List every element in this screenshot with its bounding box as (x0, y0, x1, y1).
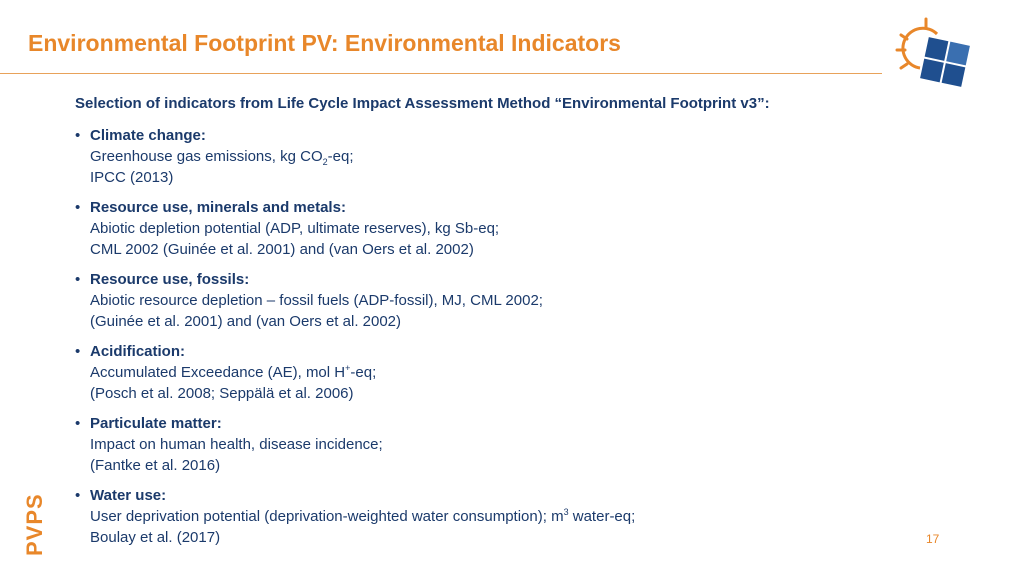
indicator-heading: Climate change: (90, 127, 206, 144)
indicator-description: Greenhouse gas emissions, kg CO2-eq; (90, 148, 354, 167)
indicator-description: Abiotic resource depletion – fossil fuel… (90, 292, 543, 309)
indicator-minerals-metals: • Resource use, minerals and metals: Abi… (75, 197, 635, 269)
bullet-marker: • (75, 487, 81, 504)
indicator-heading: Acidification: (90, 343, 186, 360)
slide-title: Environmental Footprint PV: Environmenta… (28, 30, 621, 56)
indicator-fossils: • Resource use, fossils: Abiotic resourc… (75, 269, 635, 341)
indicator-description: Accumulated Exceedance (AE), mol H+-eq; (90, 363, 377, 382)
indicator-description: Impact on human health, disease incidenc… (90, 436, 383, 453)
indicator-description: Abiotic depletion potential (ADP, ultima… (90, 220, 500, 237)
indicator-particulate-matter: • Particulate matter: Impact on human he… (75, 413, 635, 485)
bullet-marker: • (75, 343, 81, 360)
sun-arc (901, 26, 939, 70)
indicator-climate-change: • Climate change: Greenhouse gas emissio… (75, 125, 635, 197)
indicator-reference: CML 2002 (Guinée et al. 2001) and (van O… (90, 241, 474, 258)
indicator-reference: Boulay et al. (2017) (90, 529, 221, 546)
indicator-water-use: • Water use: User deprivation potential … (75, 485, 635, 557)
bullet-marker: • (75, 271, 81, 288)
bullet-marker: • (75, 415, 81, 432)
indicator-reference: (Guinée et al. 2001) and (van Oers et al… (90, 313, 402, 330)
title-divider (0, 73, 882, 74)
sun-solar-panel-logo-icon (895, 17, 970, 87)
indicator-description: User deprivation potential (deprivation-… (90, 507, 636, 526)
indicator-list: • Climate change: Greenhouse gas emissio… (75, 125, 635, 557)
indicator-reference: (Fantke et al. 2016) (90, 457, 221, 474)
indicator-heading: Resource use, fossils: (90, 271, 250, 288)
bullet-marker: • (75, 199, 81, 216)
indicator-reference: (Posch et al. 2008; Seppälä et al. 2006) (90, 385, 354, 402)
pvps-side-label: PVPS (22, 493, 47, 556)
indicator-reference: IPCC (2013) (90, 169, 174, 186)
solar-panel (920, 37, 970, 87)
indicator-acidification: • Acidification: Accumulated Exceedance … (75, 341, 635, 413)
indicator-heading: Particulate matter: (90, 415, 222, 432)
bullet-marker: • (75, 127, 81, 144)
sun-rays (895, 17, 928, 70)
slide-subtitle: Selection of indicators from Life Cycle … (75, 95, 770, 112)
page-number: 17 (926, 532, 940, 546)
indicator-heading: Water use: (90, 487, 167, 504)
indicator-heading: Resource use, minerals and metals: (90, 199, 346, 216)
